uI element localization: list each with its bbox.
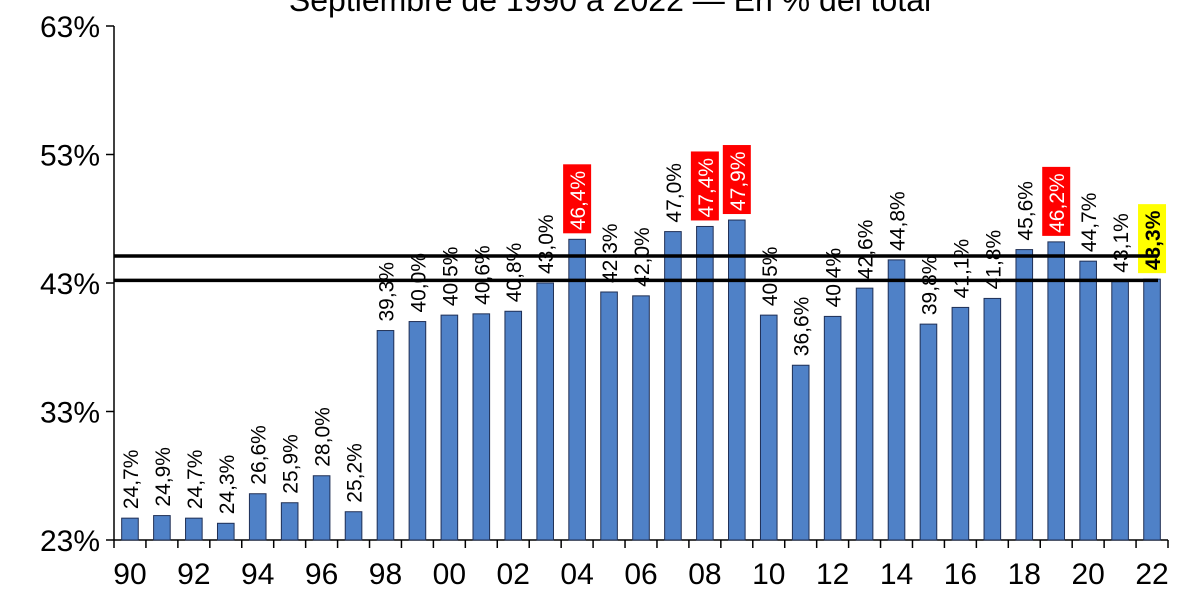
y-tick-label: 33% <box>40 397 100 430</box>
data-label: 40,6% <box>471 245 494 305</box>
bar <box>1015 249 1034 541</box>
data-label: 44,8% <box>887 191 910 251</box>
data-label: 24,9% <box>152 447 175 507</box>
data-label-highlight <box>1042 166 1071 236</box>
bar <box>632 295 650 541</box>
bar <box>855 287 874 541</box>
bar <box>472 313 491 541</box>
data-label: 42,6% <box>855 220 878 280</box>
data-label: 24,3% <box>216 455 239 515</box>
data-label: 40,8% <box>503 243 526 303</box>
x-tick-label: 14 <box>880 558 913 591</box>
bar <box>248 493 267 541</box>
y-tick-label: 43% <box>40 268 100 301</box>
data-label: 42,3% <box>599 223 622 283</box>
data-label: 24,7% <box>120 450 143 510</box>
bar <box>696 225 714 541</box>
data-label-highlight <box>563 164 592 234</box>
bar <box>1143 278 1161 541</box>
data-label: 41,8% <box>982 230 1005 290</box>
data-label: 36,6% <box>791 297 814 357</box>
y-tick-label: 63% <box>40 11 100 44</box>
bar <box>440 314 459 541</box>
data-label: 39,8% <box>918 256 941 316</box>
data-label: 43,1% <box>1110 213 1133 273</box>
data-label: 45,6% <box>1014 181 1037 241</box>
bar <box>983 297 1002 541</box>
data-label: 40,5% <box>439 247 462 307</box>
bar <box>1047 241 1066 541</box>
data-label: 26,6% <box>248 425 271 485</box>
bar <box>728 219 746 541</box>
y-tick-label: 53% <box>40 140 100 173</box>
data-label: 46,2% <box>1046 173 1069 233</box>
data-label: 25,9% <box>280 434 303 494</box>
x-tick-label: 22 <box>1135 558 1168 591</box>
bar <box>344 511 363 541</box>
x-tick-label: 98 <box>369 558 402 591</box>
data-label: 40,4% <box>823 248 846 308</box>
x-tick-label: 94 <box>241 558 274 591</box>
data-label: 44,7% <box>1078 193 1101 253</box>
x-tick-label: 16 <box>944 558 977 591</box>
bar <box>919 323 938 541</box>
bar <box>216 522 235 541</box>
bar <box>568 238 586 541</box>
data-label: 40,5% <box>759 247 782 307</box>
x-tick-label: 12 <box>816 558 849 591</box>
x-tick-label: 06 <box>624 558 657 591</box>
data-label-highlight <box>722 145 751 215</box>
data-label: 46,4% <box>567 171 590 231</box>
data-label: 39,3% <box>375 262 398 322</box>
x-tick-label: 08 <box>688 558 721 591</box>
bar <box>951 306 970 541</box>
bar <box>280 502 299 541</box>
data-label: 47,0% <box>663 163 686 223</box>
x-tick-label: 92 <box>177 558 210 591</box>
bar <box>1079 260 1097 541</box>
bar <box>887 259 906 541</box>
x-tick-label: 96 <box>305 558 338 591</box>
bar <box>600 291 618 541</box>
bar <box>823 315 842 541</box>
bar <box>185 517 203 541</box>
bar <box>153 515 171 541</box>
data-label: 43,0% <box>535 214 558 274</box>
data-label: 47,4% <box>695 158 718 218</box>
x-tick-label: 02 <box>497 558 530 591</box>
x-tick-label: 20 <box>1071 558 1104 591</box>
data-label: 41,1% <box>950 239 973 299</box>
x-tick-label: 10 <box>752 558 785 591</box>
bar <box>536 282 554 541</box>
bar <box>1111 281 1129 541</box>
bar <box>121 517 139 541</box>
bar <box>376 330 395 541</box>
data-label: 43,3% <box>1142 210 1165 270</box>
data-label: 28,0% <box>312 407 335 467</box>
bar <box>504 310 523 541</box>
bar <box>664 231 682 541</box>
bar <box>312 475 331 541</box>
data-label: 40,0% <box>407 253 430 313</box>
data-label-highlight <box>1138 204 1167 274</box>
data-label-highlight <box>690 151 719 221</box>
bar <box>408 321 427 541</box>
x-tick-label: 04 <box>560 558 593 591</box>
y-tick-label: 23% <box>40 525 100 558</box>
chart-title: Septiembre de 1990 a 2022 — En % del tot… <box>288 0 932 18</box>
x-tick-label: 00 <box>433 558 466 591</box>
bar <box>759 314 778 541</box>
x-tick-label: 18 <box>1008 558 1041 591</box>
x-tick-label: 90 <box>113 558 146 591</box>
data-label: 47,9% <box>727 151 750 211</box>
data-label: 24,7% <box>184 450 207 510</box>
data-label: 25,2% <box>344 443 367 503</box>
bar <box>791 364 810 541</box>
